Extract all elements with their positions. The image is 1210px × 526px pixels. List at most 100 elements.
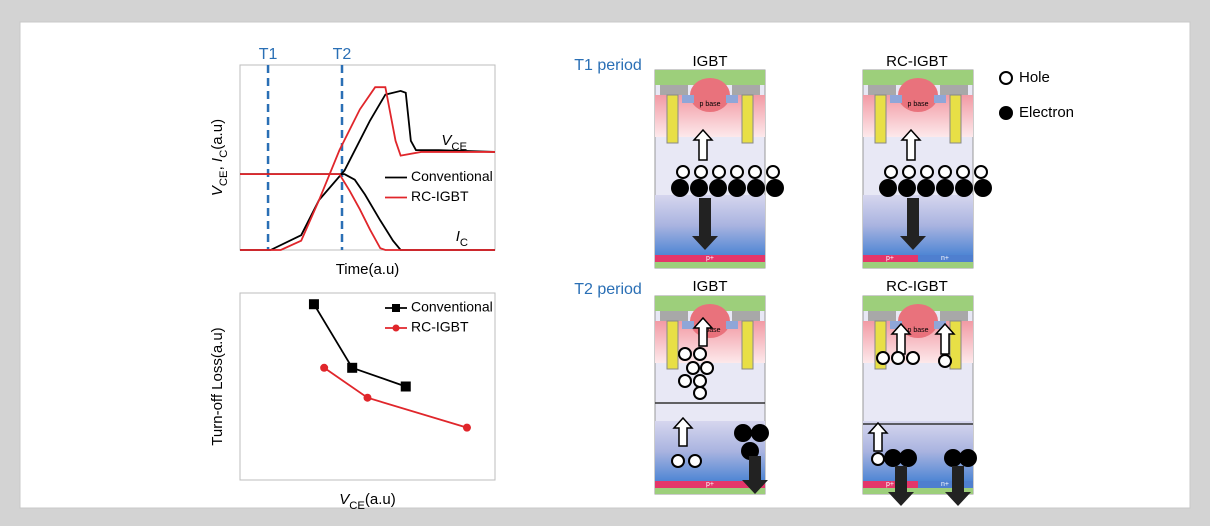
hole bbox=[694, 387, 706, 399]
region-label: p base bbox=[699, 101, 720, 108]
hole bbox=[885, 166, 897, 178]
period-label: T1 bbox=[259, 46, 278, 63]
label-part: (a.u) bbox=[209, 119, 226, 150]
electron bbox=[747, 179, 765, 197]
page: {"chart_data": [ {"type": "line", "y_lab… bbox=[0, 0, 1210, 526]
hole bbox=[921, 166, 933, 178]
panel bbox=[20, 22, 1190, 508]
region-label: p base bbox=[907, 327, 928, 334]
electron bbox=[690, 179, 708, 197]
region-label: n+ bbox=[941, 481, 949, 488]
hole bbox=[713, 166, 725, 178]
hole bbox=[907, 352, 919, 364]
pad bbox=[940, 311, 968, 321]
hole-icon bbox=[1000, 72, 1012, 84]
pad bbox=[732, 311, 760, 321]
point bbox=[401, 382, 411, 392]
n-emitter bbox=[890, 95, 902, 103]
trench-gate bbox=[950, 95, 961, 143]
device-label: RC-IGBT bbox=[886, 278, 948, 295]
label-part: CE bbox=[451, 141, 467, 153]
electron bbox=[955, 179, 973, 197]
hole bbox=[872, 453, 884, 465]
point bbox=[320, 364, 328, 372]
legend-label: RC-IGBT bbox=[411, 319, 469, 335]
electron bbox=[709, 179, 727, 197]
legend-label: Conventional bbox=[411, 299, 493, 315]
n-emitter bbox=[934, 95, 946, 103]
point bbox=[463, 424, 471, 432]
period-label: T2 bbox=[333, 46, 352, 63]
back-metal bbox=[863, 262, 973, 268]
label-part: , bbox=[209, 162, 226, 170]
trench-gate bbox=[667, 321, 678, 369]
label-part: C bbox=[460, 237, 468, 249]
device-label: IGBT bbox=[692, 278, 727, 295]
label-part: (a.u) bbox=[365, 491, 396, 508]
point bbox=[347, 363, 357, 373]
n-emitter bbox=[726, 95, 738, 103]
hole bbox=[877, 352, 889, 364]
n-emitter bbox=[682, 321, 694, 329]
legend-label: Hole bbox=[1019, 69, 1050, 86]
region-label: p+ bbox=[706, 255, 714, 262]
back-metal bbox=[655, 262, 765, 268]
electron bbox=[728, 179, 746, 197]
region-label: p base bbox=[907, 101, 928, 108]
rich-label: Time(a.u) bbox=[336, 261, 400, 278]
region-label: p+ bbox=[706, 481, 714, 488]
electron bbox=[751, 424, 769, 442]
electron bbox=[734, 424, 752, 442]
electron-icon bbox=[999, 106, 1013, 120]
electron bbox=[899, 449, 917, 467]
hole bbox=[689, 455, 701, 467]
electron bbox=[671, 179, 689, 197]
electron bbox=[879, 179, 897, 197]
region-label: n+ bbox=[941, 255, 949, 262]
label-part: Turn-off Loss(a.u) bbox=[209, 327, 226, 445]
hole bbox=[767, 166, 779, 178]
region-label: p+ bbox=[886, 255, 894, 262]
hole bbox=[701, 362, 713, 374]
trench-gate bbox=[667, 95, 678, 143]
trench-gate bbox=[875, 95, 886, 143]
pad bbox=[660, 85, 688, 95]
label-part: CE bbox=[349, 500, 365, 512]
pad bbox=[732, 85, 760, 95]
hole bbox=[892, 352, 904, 364]
legend-label: RC-IGBT bbox=[411, 188, 469, 204]
hole bbox=[672, 455, 684, 467]
legend-label: Conventional bbox=[411, 168, 493, 184]
hole bbox=[694, 375, 706, 387]
figure: T1 period T2 period IGBT RC-IGBT IGBT RC… bbox=[0, 0, 1210, 526]
legend-marker bbox=[393, 325, 400, 332]
point bbox=[309, 299, 319, 309]
hole bbox=[695, 166, 707, 178]
trench-gate bbox=[742, 95, 753, 143]
device-label: RC-IGBT bbox=[886, 53, 948, 70]
back-metal bbox=[655, 488, 765, 494]
electron bbox=[766, 179, 784, 197]
pad bbox=[660, 311, 688, 321]
label-part: C bbox=[218, 150, 230, 158]
label-part: CE bbox=[218, 170, 230, 186]
hole bbox=[939, 355, 951, 367]
hole bbox=[694, 348, 706, 360]
n-emitter bbox=[726, 321, 738, 329]
hole bbox=[975, 166, 987, 178]
period-label: T2 period bbox=[574, 281, 642, 298]
electron bbox=[959, 449, 977, 467]
electron bbox=[974, 179, 992, 197]
legend-label: Electron bbox=[1019, 104, 1074, 121]
hole bbox=[957, 166, 969, 178]
label-part: Time(a.u) bbox=[336, 261, 400, 278]
pad bbox=[940, 85, 968, 95]
hole bbox=[679, 375, 691, 387]
hole bbox=[679, 348, 691, 360]
n-emitter bbox=[682, 95, 694, 103]
trench-gate bbox=[742, 321, 753, 369]
hole bbox=[677, 166, 689, 178]
legend-marker bbox=[392, 304, 400, 312]
hole bbox=[731, 166, 743, 178]
region-label: p+ bbox=[886, 481, 894, 488]
